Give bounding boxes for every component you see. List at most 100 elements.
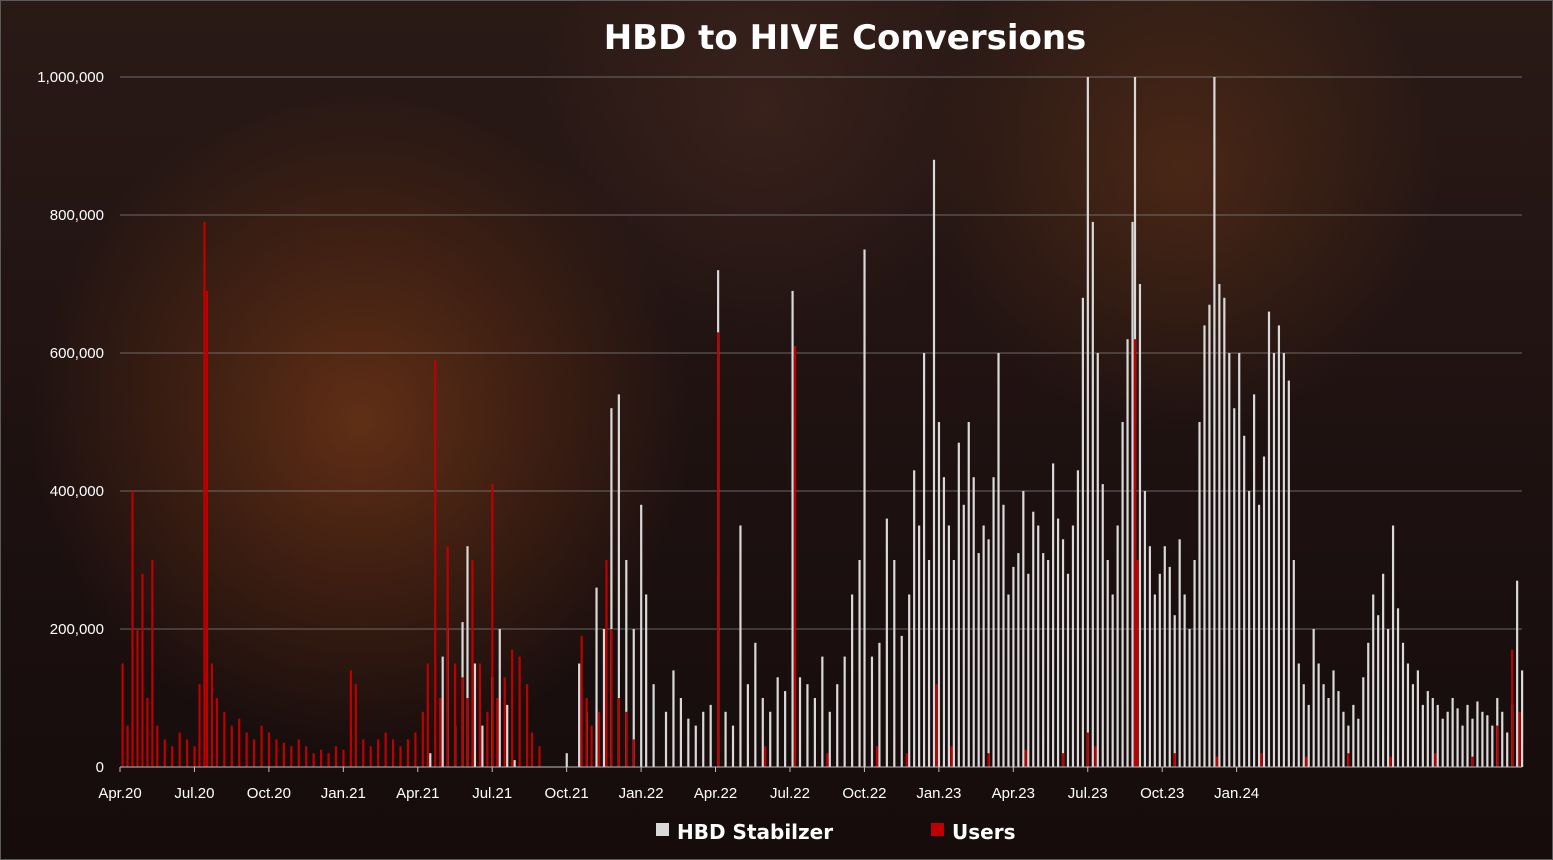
bar [590,725,593,767]
bar [1071,525,1075,767]
bar [1441,718,1444,767]
bar [746,684,749,767]
bar [275,739,278,767]
bar [1138,284,1142,767]
bar [377,739,380,767]
legend-swatch-users [931,823,944,836]
bar [1451,698,1454,767]
y-tick-label: 0 [96,759,104,776]
bar [1101,484,1104,767]
bar [1352,704,1355,767]
bar [1203,325,1206,767]
bar [1471,756,1474,767]
bar [525,684,529,767]
bar [478,663,482,767]
bar [625,560,628,767]
bar [1042,553,1045,767]
bar [602,629,606,767]
bar [1332,670,1335,767]
bar [215,698,218,767]
bar [1434,753,1437,767]
bar [610,408,613,767]
legend: HBD Stabilzer Users [656,820,1015,844]
bar [171,746,174,767]
bar [942,477,946,767]
bar [1208,304,1211,767]
bar [1148,546,1151,767]
bar [595,587,598,767]
bar [672,670,675,767]
bar [927,560,931,767]
bar [434,359,437,767]
x-tick-label: Jan.23 [916,785,961,802]
bar [826,753,829,767]
bar [918,525,921,767]
x-tick-label: Apr.23 [992,785,1035,802]
bar [1406,663,1410,767]
bar [1178,539,1181,767]
bar [1233,408,1236,767]
bar [952,560,955,767]
bar [342,749,345,767]
bar [947,525,950,767]
bar [126,725,129,767]
bar [632,739,635,767]
bar [1121,422,1124,767]
bar [334,746,338,767]
bar [739,525,742,767]
bar [1312,629,1315,767]
bar [1238,353,1241,767]
bar [131,491,134,767]
bar [230,725,233,767]
bar [327,753,330,767]
bar [1362,677,1365,767]
bar [312,753,315,767]
bar [1342,711,1345,767]
bar [193,746,196,767]
bar [694,725,697,767]
bar [1260,753,1263,767]
bar [121,663,124,767]
bar [1466,704,1469,767]
bar [1017,553,1020,767]
bar [793,346,797,767]
bar [1272,353,1276,767]
bar [198,684,201,767]
bar [1481,711,1484,767]
bar [1131,221,1134,767]
bar [1257,504,1261,767]
legend-swatch-hbd-stabilzer [656,823,669,836]
bar [1047,560,1050,767]
bar [1305,756,1308,767]
bar [1377,615,1380,767]
bar [625,711,628,767]
x-tick-label: Oct.22 [842,785,886,802]
bar [754,642,757,767]
bar [578,663,581,767]
bar [610,629,613,767]
bar [260,725,263,767]
bar [1511,649,1514,767]
bar [203,221,206,767]
bar [1126,339,1129,767]
bar [605,560,608,767]
bar [806,684,809,767]
bar [1372,594,1375,767]
legend-label-users: Users [952,820,1015,844]
bar [885,518,888,767]
bar [503,677,506,767]
bar [305,746,308,767]
bar [1446,711,1449,767]
bar [1262,456,1266,767]
bar [769,711,772,767]
bar [406,739,410,767]
bar [1198,422,1201,767]
bar [863,249,866,767]
bar [1267,311,1271,767]
x-tick-label: Oct.21 [545,785,589,802]
bar [369,746,372,767]
bar [875,746,879,767]
y-tick-label: 400,000 [50,483,104,500]
bar [486,711,489,767]
